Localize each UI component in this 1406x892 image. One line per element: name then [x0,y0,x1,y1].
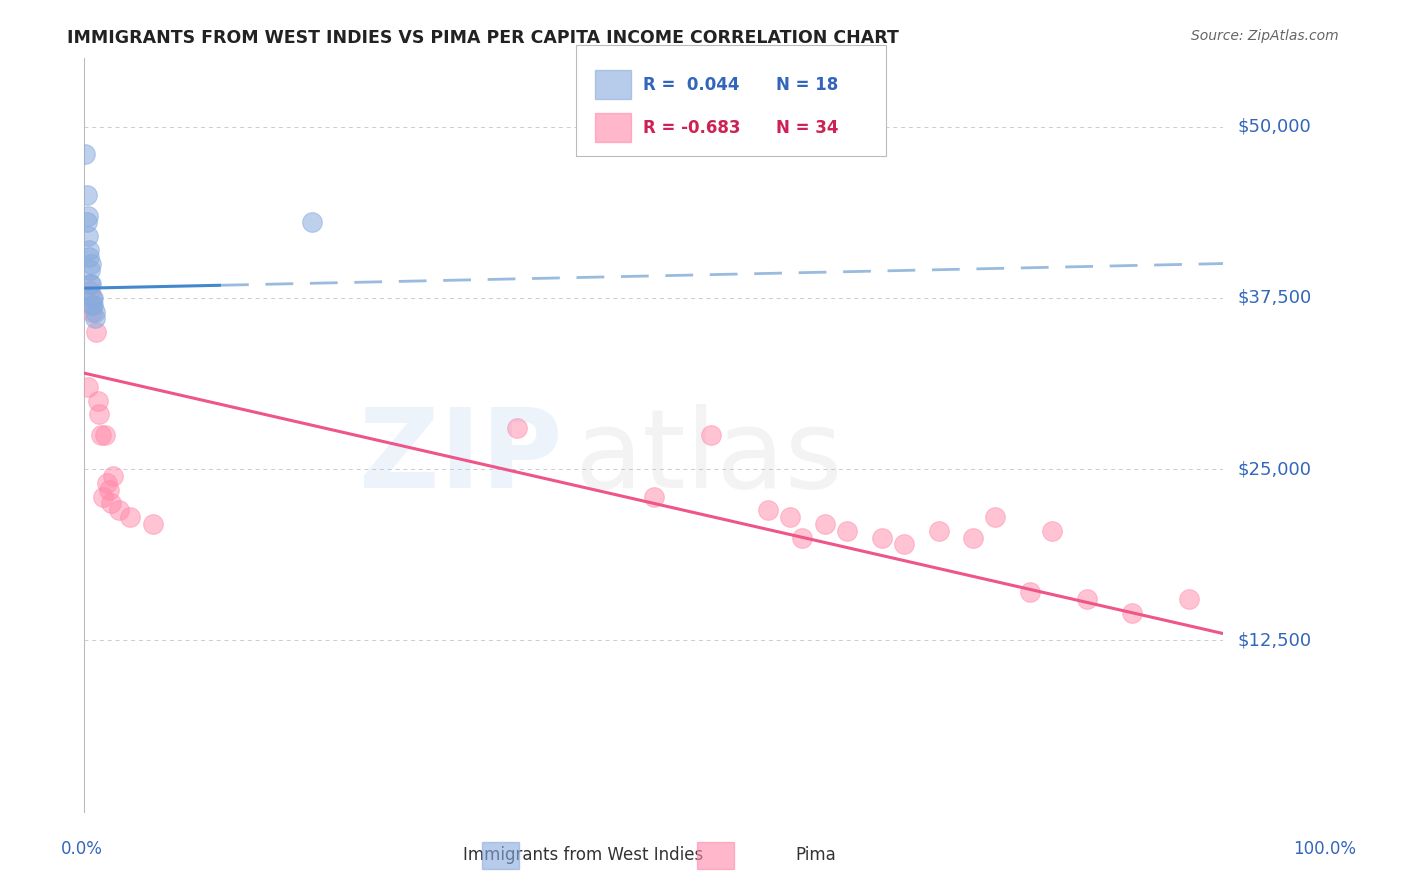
Point [84,325,107,339]
Text: $12,500: $12,500 [1237,632,1312,649]
Point [82,298,104,312]
Point [870,531,893,545]
Point [76,209,98,223]
Point [79,263,101,277]
Text: $25,000: $25,000 [1237,460,1312,478]
Point [1121,606,1143,620]
Point [1018,585,1040,599]
Point [107,503,129,517]
Text: ZIP: ZIP [360,404,562,511]
Point [142,516,165,531]
Text: 0.0%: 0.0% [60,840,103,858]
Point [82,291,104,305]
Point [82,298,104,312]
Point [301,215,323,229]
Point [779,510,801,524]
Point [77,243,100,257]
Point [80,277,103,291]
Point [506,421,529,435]
Text: $37,500: $37,500 [1237,289,1312,307]
Point [75,147,97,161]
Point [837,524,859,538]
Point [76,188,98,202]
Point [962,531,984,545]
Point [87,393,110,408]
Point [79,284,101,298]
Point [643,490,665,504]
Text: Source: ZipAtlas.com: Source: ZipAtlas.com [1191,29,1339,43]
Point [79,277,101,291]
Point [90,427,112,442]
Point [82,291,104,305]
Point [893,537,915,551]
Point [83,311,105,326]
Text: Pima: Pima [796,846,835,863]
Text: R =  0.044: R = 0.044 [643,76,740,94]
Text: R = -0.683: R = -0.683 [643,119,740,136]
Point [96,475,118,490]
Text: Immigrants from West Indies: Immigrants from West Indies [464,846,703,863]
Point [83,304,105,318]
Point [77,250,100,264]
Text: N = 18: N = 18 [776,76,838,94]
Point [756,503,779,517]
Point [101,469,124,483]
Point [76,215,98,229]
Point [94,427,117,442]
Point [76,380,98,394]
Point [1076,592,1098,607]
Text: $50,000: $50,000 [1237,118,1310,136]
Point [91,490,114,504]
Point [76,229,98,244]
Text: IMMIGRANTS FROM WEST INDIES VS PIMA PER CAPITA INCOME CORRELATION CHART: IMMIGRANTS FROM WEST INDIES VS PIMA PER … [67,29,900,46]
Text: 100.0%: 100.0% [1294,840,1355,858]
Point [98,483,121,497]
Point [82,304,104,318]
Point [118,510,141,524]
Point [928,524,950,538]
Point [1178,592,1201,607]
Point [814,516,837,531]
Point [1042,524,1064,538]
Text: N = 34: N = 34 [776,119,838,136]
Point [984,510,1007,524]
Point [790,531,813,545]
Text: atlas: atlas [574,404,842,511]
Point [80,256,103,270]
Point [100,496,122,510]
Point [700,427,723,442]
Point [89,407,111,421]
